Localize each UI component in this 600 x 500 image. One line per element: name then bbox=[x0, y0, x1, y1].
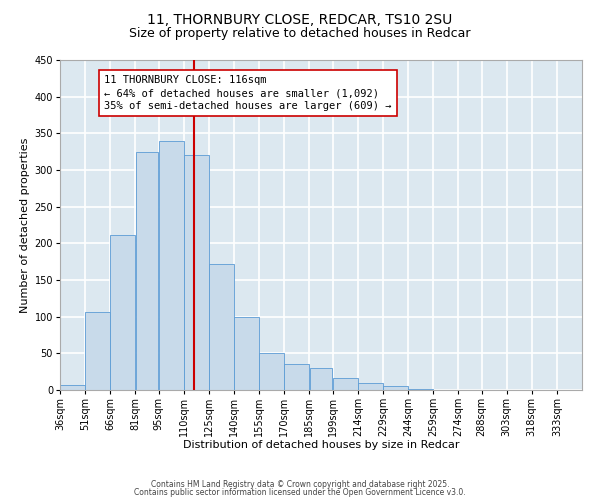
Text: Size of property relative to detached houses in Redcar: Size of property relative to detached ho… bbox=[129, 28, 471, 40]
Bar bbox=[60, 385, 85, 390]
Bar bbox=[85, 312, 110, 390]
Text: Contains HM Land Registry data © Crown copyright and database right 2025.: Contains HM Land Registry data © Crown c… bbox=[151, 480, 449, 489]
Y-axis label: Number of detached properties: Number of detached properties bbox=[20, 138, 30, 312]
Bar bbox=[383, 386, 408, 390]
X-axis label: Distribution of detached houses by size in Redcar: Distribution of detached houses by size … bbox=[183, 440, 459, 450]
Bar bbox=[333, 378, 358, 390]
Bar bbox=[259, 354, 284, 390]
Bar bbox=[184, 156, 209, 390]
Bar bbox=[136, 152, 158, 390]
Bar bbox=[234, 318, 259, 390]
Bar bbox=[110, 236, 135, 390]
Bar bbox=[284, 364, 309, 390]
Text: Contains public sector information licensed under the Open Government Licence v3: Contains public sector information licen… bbox=[134, 488, 466, 497]
Bar bbox=[358, 384, 383, 390]
Bar bbox=[209, 264, 234, 390]
Text: 11 THORNBURY CLOSE: 116sqm
← 64% of detached houses are smaller (1,092)
35% of s: 11 THORNBURY CLOSE: 116sqm ← 64% of deta… bbox=[104, 75, 392, 112]
Bar bbox=[310, 368, 332, 390]
Text: 11, THORNBURY CLOSE, REDCAR, TS10 2SU: 11, THORNBURY CLOSE, REDCAR, TS10 2SU bbox=[148, 12, 452, 26]
Bar bbox=[159, 140, 184, 390]
